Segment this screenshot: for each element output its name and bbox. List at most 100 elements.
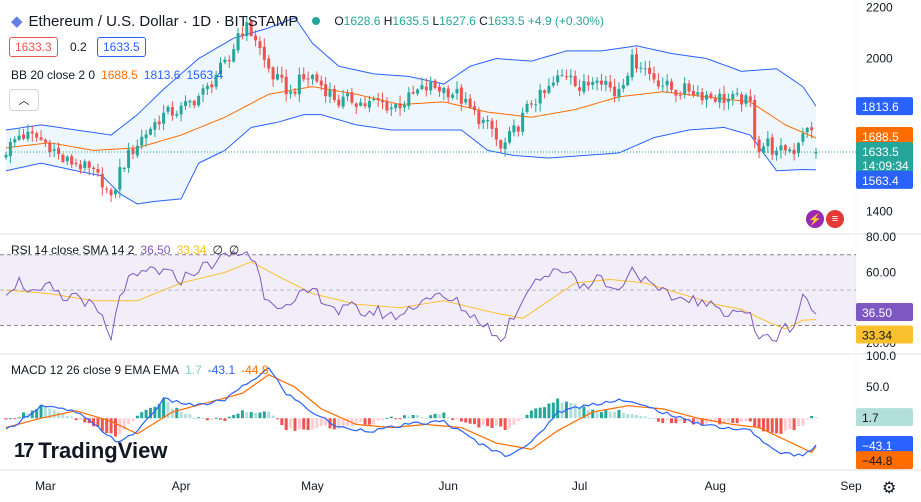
macd-signal-value: -44.8 (241, 363, 269, 377)
macd-hist-bar (805, 418, 809, 420)
bb-legend[interactable]: BB 20 close 2 0 1688.5 1813.6 1563.4 (11, 68, 223, 82)
macd-hist-bar (608, 411, 612, 419)
candle-body (381, 100, 385, 103)
lightning-icon[interactable]: ⚡ (806, 210, 824, 228)
macd-hist-bar (604, 409, 608, 419)
candle-body (674, 90, 678, 96)
candle-body (240, 33, 244, 37)
candle-body (26, 131, 30, 139)
macd-hist-bar (670, 418, 674, 424)
price-tick-label: 2200 (866, 1, 893, 15)
candle-body (22, 134, 26, 139)
x-tick-label: Apr (172, 479, 191, 493)
macd-hist-bar (332, 418, 336, 430)
macd-hist-bar (643, 416, 647, 419)
candle-body (709, 93, 713, 98)
macd-hist-bar (766, 418, 770, 432)
gear-icon[interactable]: ⚙ (882, 480, 897, 497)
current-price-axis-label-text: 14:09:34 (862, 159, 909, 173)
macd-hist-bar (792, 418, 796, 431)
candle-body (700, 92, 704, 101)
macd-hist-bar (416, 415, 420, 419)
tradingview-logo: 17 TradingView (14, 438, 167, 464)
candle-body (192, 100, 196, 106)
macd-hist-bar (148, 407, 152, 419)
rsi-extra-2: ∅ (228, 243, 240, 257)
candle-body (748, 96, 752, 102)
candle-body (770, 137, 774, 155)
macd-hist-bar (508, 418, 512, 429)
bb-lower-axis-label: 1563.4 (856, 170, 913, 189)
buy-price-button[interactable]: 1633.5 (97, 37, 146, 57)
candle-body (341, 96, 345, 107)
rsi-extra-1: ∅ (212, 243, 223, 257)
candle-body (289, 91, 293, 94)
macd-hist-bar (201, 417, 205, 419)
macd-hist-bar (512, 418, 516, 425)
candle-body (201, 88, 205, 95)
candle-body (17, 135, 21, 140)
candle-body (801, 133, 805, 142)
macd-hist-bar (801, 418, 805, 426)
macd-hist-bar (22, 412, 26, 419)
rsi-axis-label: 36.50 (856, 302, 913, 321)
candle-body (131, 148, 135, 155)
candle-body (591, 81, 595, 85)
candle-body (398, 103, 402, 109)
macd-hist-bar (621, 412, 625, 419)
candle-body (726, 98, 730, 102)
macd-signal-line (5, 373, 817, 454)
macd-hist-bar (810, 415, 814, 419)
macd-hist-bar (389, 416, 393, 419)
macd-hist-bar (113, 418, 117, 437)
macd-hist-bar (652, 418, 656, 420)
candle-body (468, 98, 472, 108)
bb-lower-value: 1563.4 (186, 68, 224, 82)
candle-body (586, 81, 590, 86)
collapse-legend-button[interactable]: ︿ (9, 89, 39, 111)
macd-hist-bar (626, 413, 630, 419)
macd-hist-bar (310, 418, 314, 430)
macd-hist-bar (534, 408, 538, 419)
macd-hist-bar (275, 418, 279, 420)
macd-hist-bar (122, 418, 126, 430)
macd-hist-bar (319, 418, 323, 427)
macd-hist-bar (424, 418, 428, 420)
macd-hist-bar (538, 407, 542, 419)
candle-body (249, 20, 253, 36)
macd-hist-bar (315, 418, 319, 429)
tradingview-logo-text: TradingView (38, 438, 168, 463)
candle-body (135, 145, 139, 156)
rsi-sma-axis-label-text: 33.34 (862, 329, 892, 343)
candle-body (621, 85, 625, 89)
macd-hist-bar (341, 418, 345, 427)
x-tick-label: Jun (439, 479, 458, 493)
candle-body (39, 137, 43, 140)
candle-body (490, 120, 494, 129)
macd-hist-bar (197, 417, 201, 419)
macd-hist-bar (775, 418, 779, 434)
sell-price-button[interactable]: 1633.3 (9, 37, 58, 57)
candle-body (652, 73, 656, 80)
macd-hist-bar (170, 408, 174, 419)
macd-hist-bar (223, 418, 227, 421)
candle-body (503, 142, 507, 150)
candle-body (87, 161, 91, 168)
macd-hist-bar (486, 418, 490, 427)
us-flag-icon[interactable]: ≡ (826, 210, 844, 228)
x-tick-label: Aug (705, 479, 726, 493)
macd-hist-axis-label-bg (856, 408, 913, 427)
candle-body (372, 99, 376, 101)
candle-body (783, 145, 787, 151)
macd-hist-bar (205, 418, 209, 421)
macd-hist-bar (135, 415, 139, 419)
macd-hist-bar (757, 418, 761, 429)
candle-body (551, 82, 555, 86)
macd-legend[interactable]: MACD 12 26 close 9 EMA EMA 1.7 -43.1 -44… (11, 363, 268, 377)
candle-body (258, 41, 262, 48)
rsi-legend[interactable]: RSI 14 close SMA 14 2 36.50 33.34 ∅ ∅ (11, 243, 239, 257)
macd-hist-bar (210, 418, 214, 420)
macd-hist-bar (245, 412, 249, 419)
macd-hist-bar (718, 418, 722, 425)
